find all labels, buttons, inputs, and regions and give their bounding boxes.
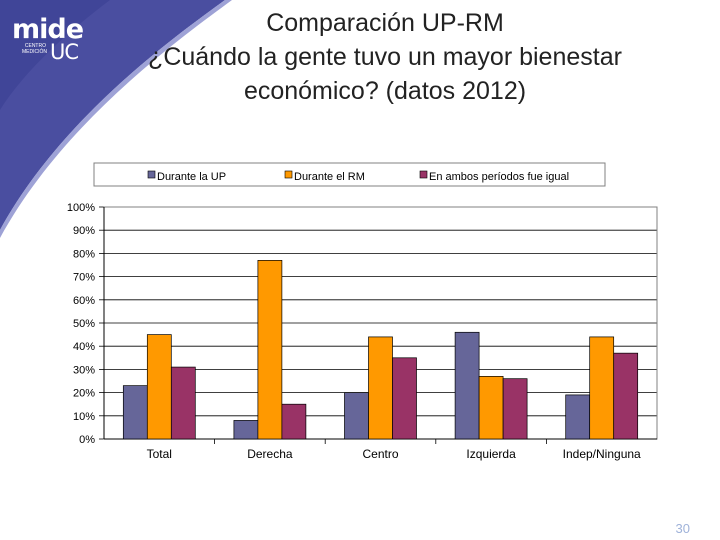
bar — [344, 392, 369, 440]
y-tick-label: 100% — [67, 202, 95, 214]
bar — [233, 420, 259, 440]
x-tick-label: Derecha — [247, 447, 293, 461]
bar — [368, 336, 393, 440]
bar — [257, 260, 283, 440]
bar — [454, 331, 480, 440]
x-tick-label: Izquierda — [466, 447, 516, 461]
mide-uc-logo: mide CENTRO MEDICIÓN UC — [10, 14, 90, 64]
bar — [170, 366, 196, 440]
x-tick-label: Indep/Ninguna — [563, 447, 641, 461]
legend-swatch — [284, 170, 293, 179]
y-tick-label: 0% — [79, 434, 95, 446]
y-tick-label: 20% — [73, 388, 95, 400]
title-line-3: económico? (datos 2012) — [243, 77, 527, 105]
legend-swatch — [147, 170, 156, 179]
y-tick-label: 40% — [73, 341, 95, 353]
y-tick-label: 90% — [73, 225, 95, 237]
y-tick-label: 70% — [73, 272, 95, 284]
bar — [281, 403, 307, 440]
bar — [478, 376, 504, 440]
title-line-1: Comparación UP-RM — [266, 9, 504, 37]
y-tick-label: 80% — [73, 248, 95, 260]
bar — [122, 385, 148, 440]
bar — [392, 357, 417, 440]
y-tick-label: 50% — [73, 318, 95, 330]
slide-title: Comparación UP-RM ¿Cuándo la gente tuvo … — [120, 6, 650, 108]
legend-label: Durante el RM — [294, 171, 365, 183]
y-tick-label: 60% — [73, 295, 95, 307]
page-number: 30 — [675, 521, 690, 536]
logo-mide-text: mide — [12, 14, 84, 45]
bar — [565, 394, 591, 440]
bar — [502, 378, 528, 440]
y-tick-label: 30% — [73, 364, 95, 376]
x-tick-label: Centro — [362, 447, 398, 461]
bar — [613, 352, 639, 440]
logo-uc-text: UC — [50, 40, 79, 64]
title-line-2: ¿Cuándo la gente tuvo un mayor bienestar — [148, 43, 622, 71]
logo-small-text: CENTRO MEDICIÓN — [22, 43, 47, 55]
legend-label: En ambos períodos fue igual — [429, 171, 569, 183]
bar — [589, 336, 615, 440]
bar — [146, 334, 172, 440]
y-tick-label: 10% — [73, 411, 95, 423]
legend-swatch — [419, 170, 428, 179]
x-tick-label: Total — [147, 447, 172, 461]
legend-label: Durante la UP — [157, 171, 226, 183]
legend-box — [93, 162, 606, 187]
